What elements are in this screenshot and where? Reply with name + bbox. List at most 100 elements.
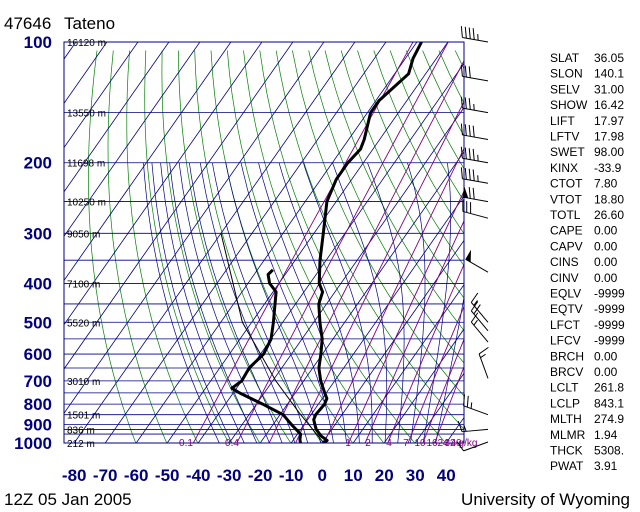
index-name: CINS: [550, 255, 579, 269]
temperature-tick-label: 10: [344, 466, 363, 485]
moist-adiabat-line: [188, 162, 283, 443]
temperature-tick-label: 20: [375, 466, 394, 485]
wind-barb: [462, 186, 489, 203]
isotherm-line: [64, 42, 263, 326]
index-name: SWET: [550, 145, 585, 159]
wind-barb-flag: [472, 169, 475, 181]
wind-barb-flag: [478, 346, 489, 355]
mixing-ratio-line: [364, 219, 464, 443]
height-label: 9050 m: [67, 229, 100, 240]
station-name: Tateno: [64, 14, 116, 33]
mixing-ratio-line: [407, 305, 464, 443]
index-name: LFCV: [550, 334, 581, 348]
temperature-line: [312, 42, 423, 443]
height-label: 5520 m: [67, 318, 100, 329]
index-value: 36.05: [594, 51, 624, 65]
wind-barb-staff: [463, 441, 489, 452]
pressure-tick-label: 100: [24, 33, 52, 52]
wind-barb-flag: [472, 28, 475, 40]
wind-barb-pennant: [465, 249, 471, 263]
mixing-ratio-line: [422, 338, 464, 443]
temperature-tick-label: -60: [124, 466, 149, 485]
wind-barb-flag: [464, 97, 467, 109]
dry-adiabat-line: [210, 50, 354, 443]
mixing-ratio-label: 10: [414, 438, 426, 449]
mixing-ratio-line: [387, 263, 464, 443]
index-name: SHOW: [550, 98, 588, 112]
isotherm-line: [259, 151, 464, 443]
mixing-ratio-label: 24: [437, 438, 449, 449]
dry-adiabat-line: [107, 50, 168, 443]
wind-barb-flag: [468, 168, 471, 181]
wind-barb-half-flag: [463, 425, 467, 432]
mixing-ratio-line: [348, 190, 464, 443]
index-name: BRCV: [550, 365, 583, 379]
mixing-ratio-label: 4: [386, 438, 392, 449]
index-name: LCLT: [550, 381, 579, 395]
grid-lines: [64, 42, 464, 443]
index-name: SLAT: [550, 51, 580, 65]
isotherm-line: [64, 42, 201, 237]
isotherm-line: [414, 372, 464, 443]
isotherm-line: [64, 42, 139, 149]
wind-barb-flag: [472, 187, 475, 200]
mixing-ratio-label: 0.1: [179, 438, 193, 449]
index-value: 0.00: [594, 365, 618, 379]
index-value: 7.80: [594, 177, 618, 191]
mixing-ratio-label: 1: [345, 438, 351, 449]
wind-barb-pennant: [462, 186, 469, 199]
wind-barb-flag: [472, 148, 475, 161]
dry-adiabat-line: [634, 51, 640, 452]
wind-barb-flag: [466, 395, 469, 408]
index-name: THCK: [550, 444, 583, 458]
index-value: 274.9: [594, 412, 624, 426]
height-label: 10250 m: [67, 198, 106, 209]
wind-barb: [460, 146, 489, 164]
isotherm-line: [166, 42, 449, 443]
moist-adiabat-line: [178, 162, 270, 443]
isotherm-line: [352, 284, 464, 443]
index-value: 140.1: [594, 67, 624, 81]
moist-adiabat-line: [435, 295, 464, 443]
wind-barb: [470, 292, 489, 323]
wind-barb-staff: [470, 302, 489, 323]
dry-adiabat-line: [161, 50, 261, 443]
moist-adiabat-line: [199, 162, 296, 443]
wind-barb-staff: [462, 75, 489, 82]
dry-adiabat-line: [226, 50, 385, 443]
index-name: EQTV: [550, 302, 583, 316]
mixing-ratio-line: [295, 100, 464, 443]
wind-barb: [462, 200, 489, 219]
index-name: CAPV: [550, 239, 583, 253]
index-name: SLON: [550, 67, 583, 81]
credit-label: University of Wyoming: [461, 490, 630, 509]
wind-barb-flag: [456, 441, 464, 452]
wind-barb-flag: [472, 125, 475, 138]
isotherm-line: [73, 42, 356, 443]
wind-barb: [457, 420, 489, 433]
pressure-tick-label: 300: [24, 224, 52, 243]
wind-barb-flag: [464, 168, 467, 180]
dry-adiabat-line: [324, 50, 464, 331]
index-name: CTOT: [550, 177, 583, 191]
dry-adiabat-line: [340, 50, 464, 299]
pressure-tick-label: 900: [24, 416, 52, 435]
wind-barb-half-flag: [480, 353, 486, 359]
temperature-tick-label: -40: [186, 466, 211, 485]
mixing-ratio-line: [268, 59, 464, 443]
index-name: PWAT: [550, 459, 584, 473]
mixing-ratio-label: 32: [444, 438, 456, 449]
wind-barb-flag: [468, 98, 471, 110]
wind-barb-flag: [470, 301, 479, 312]
pressure-tick-label: 500: [24, 313, 52, 332]
mixing-ratio-label: g/kg: [459, 438, 478, 449]
pressure-tick-label: 200: [24, 154, 52, 173]
index-name: LFCT: [550, 318, 581, 332]
mixing-ratio-lines: [192, 42, 464, 443]
wind-barb-flag: [460, 146, 463, 159]
sounding-profiles: [230, 42, 423, 443]
plot-frame: [63, 41, 465, 444]
wind-barb-flag: [464, 124, 467, 136]
wind-barb-staff: [463, 405, 489, 416]
